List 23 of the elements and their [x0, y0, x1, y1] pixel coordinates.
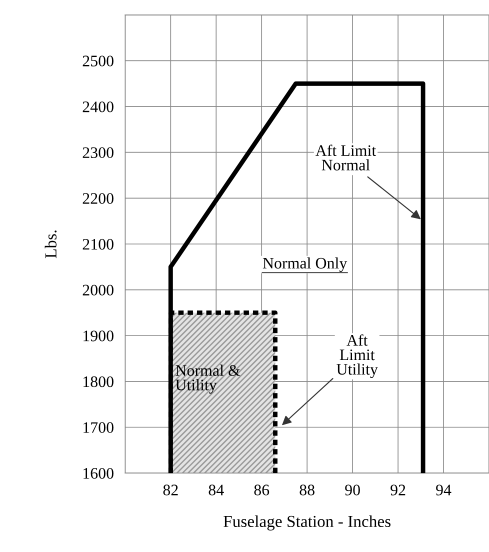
x-axis-title: Fuselage Station - Inches: [224, 515, 390, 530]
x-tick-label: 92: [390, 484, 406, 496]
y-tick-label: 2400: [82, 101, 114, 112]
x-tick-label: 94: [436, 484, 452, 496]
y-tick-label: 2200: [82, 193, 114, 204]
y-tick-label: 1800: [84, 376, 114, 388]
x-tick-label: 86: [254, 484, 270, 496]
annotation: Normal & Utility: [176, 364, 240, 394]
y-tick-label: 2500: [82, 56, 114, 66]
annotation: Aft Limit Normal: [316, 144, 376, 170]
x-tick-label: 88: [300, 484, 314, 496]
x-tick-label: 82: [163, 484, 178, 496]
y-tick-label: 2300: [82, 147, 114, 158]
x-tick-label: 90: [345, 484, 360, 496]
y-tick-label: 1600: [84, 468, 114, 479]
y-tick-label: 2000: [82, 284, 114, 296]
x-tick-label: 84: [208, 484, 224, 496]
y-tick-label: 1900: [84, 330, 114, 342]
annotation: Normal Only: [262, 257, 348, 272]
annotation: Aft Limit Utility: [336, 334, 378, 378]
y-tick-label: 1700: [84, 422, 114, 433]
y-tick-label: 2100: [82, 238, 114, 250]
y-axis-title: Lbs.: [44, 230, 57, 258]
